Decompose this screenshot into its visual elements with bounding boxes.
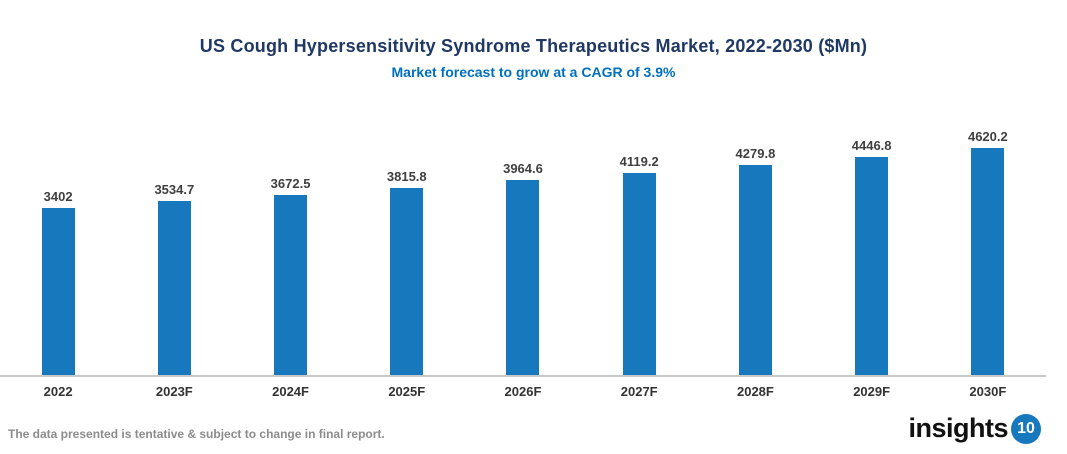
bar-value-label: 3534.7 <box>154 182 195 197</box>
x-tick-label: 2024F <box>272 384 309 399</box>
bar-group: 3672.5 <box>232 108 348 375</box>
chart-subtitle: Market forecast to grow at a CAGR of 3.9… <box>391 64 676 80</box>
bar-group: 4279.8 <box>697 108 813 375</box>
x-tick-label: 2023F <box>155 384 193 399</box>
bar-chart: 3402 3534.7 3672.5 3815.8 3964.6 4119.2 4279.8… <box>0 108 1046 399</box>
bar <box>41 208 75 375</box>
chart-header: US Cough Hypersensitivity Syndrome Thera… <box>0 36 1067 80</box>
logo-badge: 10 <box>1011 413 1041 444</box>
bar-group: 4119.2 <box>581 108 697 375</box>
x-tick-label: 2027F <box>620 384 658 399</box>
x-axis-line <box>0 375 1046 377</box>
bar-group: 3534.7 <box>116 108 232 375</box>
insights10-logo: insights 10 <box>908 413 1041 444</box>
bar <box>274 195 308 375</box>
bar-group: 3964.6 <box>465 108 581 375</box>
chart-title: US Cough Hypersensitivity Syndrome Thera… <box>199 36 868 56</box>
x-tick-label: 2029F <box>853 384 891 399</box>
x-tick-label: 2025F <box>388 384 426 399</box>
x-tick-label: 2030F <box>969 384 1007 399</box>
bar <box>971 148 1005 375</box>
bar-group: 3815.8 <box>349 108 465 375</box>
disclaimer-text: The data presented is tentative & subjec… <box>8 427 385 441</box>
bar <box>622 173 656 375</box>
bar-group: 4446.8 <box>814 108 930 375</box>
bar-value-label: 4279.8 <box>735 146 776 161</box>
bar <box>738 165 772 375</box>
x-tick-label: 2026F <box>504 384 542 399</box>
bar-value-label: 3672.5 <box>270 176 311 191</box>
bar-value-label: 4119.2 <box>619 154 659 169</box>
bar-value-label: 4446.8 <box>851 138 892 153</box>
bar <box>506 180 540 375</box>
bar-value-label: 3815.8 <box>386 169 427 184</box>
bar-group: 4620.2 <box>930 108 1046 375</box>
bar-group: 3402 <box>0 108 116 375</box>
x-tick-label: 2022 <box>43 384 73 399</box>
logo-text: insights <box>908 413 1008 443</box>
bar <box>157 201 191 375</box>
ticks-row: 2022 2023F 2024F 2025F 2026F 2027F 2028F 2029F 2… <box>0 377 1046 399</box>
x-tick-label: 2028F <box>736 384 774 399</box>
bar <box>390 188 424 375</box>
bar-value-label: 3402 <box>43 189 73 204</box>
bar-value-label: 4620.2 <box>967 129 1008 144</box>
bar-value-label: 3964.6 <box>503 161 543 176</box>
bar <box>855 157 889 375</box>
bars-row: 3402 3534.7 3672.5 3815.8 3964.6 4119.2 4279.8… <box>0 108 1046 375</box>
